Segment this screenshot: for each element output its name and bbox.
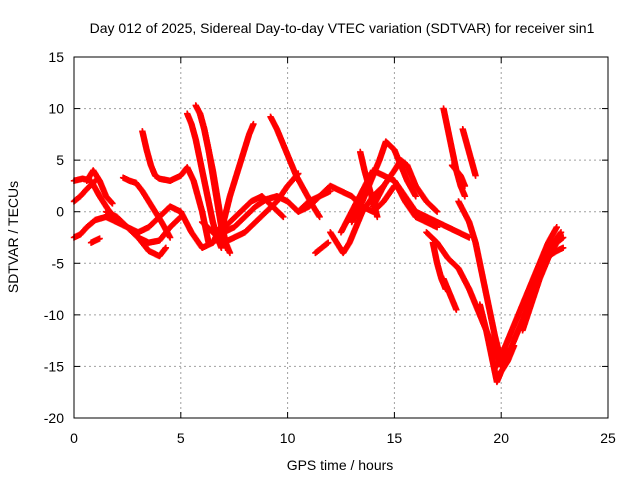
data-point <box>559 234 567 241</box>
y-tick-label: 0 <box>56 204 64 220</box>
y-tick-label: 15 <box>48 49 64 65</box>
grid <box>74 57 608 418</box>
data-point <box>374 213 381 221</box>
y-tick-label: -5 <box>52 255 65 271</box>
x-tick-label: 10 <box>280 430 296 446</box>
chart-title: Day 012 of 2025, Sidereal Day-to-day VTE… <box>90 20 595 36</box>
y-tick-label: -15 <box>44 358 64 374</box>
x-tick-label: 5 <box>177 430 185 446</box>
data-point <box>433 208 441 215</box>
x-tick-label: 25 <box>600 430 616 446</box>
data-point <box>166 234 174 241</box>
data-point <box>109 200 116 207</box>
data-series-track16 <box>267 113 323 221</box>
data-point <box>453 306 460 313</box>
data-point <box>559 244 567 252</box>
x-tick-label: 0 <box>70 430 78 446</box>
data-series-track18 <box>312 239 332 257</box>
y-tick-label: -20 <box>44 410 64 426</box>
data-point <box>557 229 565 236</box>
x-tick-label: 15 <box>387 430 403 446</box>
data-point <box>96 235 103 242</box>
data-series-track04 <box>83 167 116 207</box>
data-point <box>226 249 234 257</box>
data-point <box>250 120 257 128</box>
plot-frame <box>73 56 609 419</box>
data-series-track05 <box>87 235 103 246</box>
x-axis-label: GPS time / hours <box>287 457 394 473</box>
y-tick-label: 10 <box>48 101 64 117</box>
data-series-track27 <box>440 275 460 313</box>
data-series-track23 <box>369 156 441 215</box>
data-point <box>412 193 419 200</box>
data-series-track31 <box>459 126 479 179</box>
x-tick-label: 20 <box>493 430 509 446</box>
data-point <box>280 213 287 221</box>
data-point <box>553 223 560 231</box>
data-series-track24 <box>391 177 473 241</box>
y-tick-label: 5 <box>56 152 64 168</box>
data-series-track03 <box>70 177 99 205</box>
data-series-track13 <box>209 120 257 246</box>
data-points <box>70 102 567 386</box>
data-series-track26 <box>429 239 449 293</box>
data-point <box>162 244 170 252</box>
axis-ticks: 0 5 10 15 20 25 -20 -15 -10 -5 0 5 10 15 <box>44 49 616 446</box>
data-point <box>461 193 469 200</box>
data-series-track29 <box>448 162 469 190</box>
data-series-track07 <box>119 174 174 241</box>
data-point <box>472 172 479 179</box>
y-tick-label: -10 <box>44 307 64 323</box>
y-axis-label: SDTVAR / TECUs <box>5 181 21 293</box>
data-point <box>324 239 332 246</box>
data-point <box>316 213 323 221</box>
data-point <box>461 182 469 190</box>
data-series-track36 <box>540 244 567 262</box>
